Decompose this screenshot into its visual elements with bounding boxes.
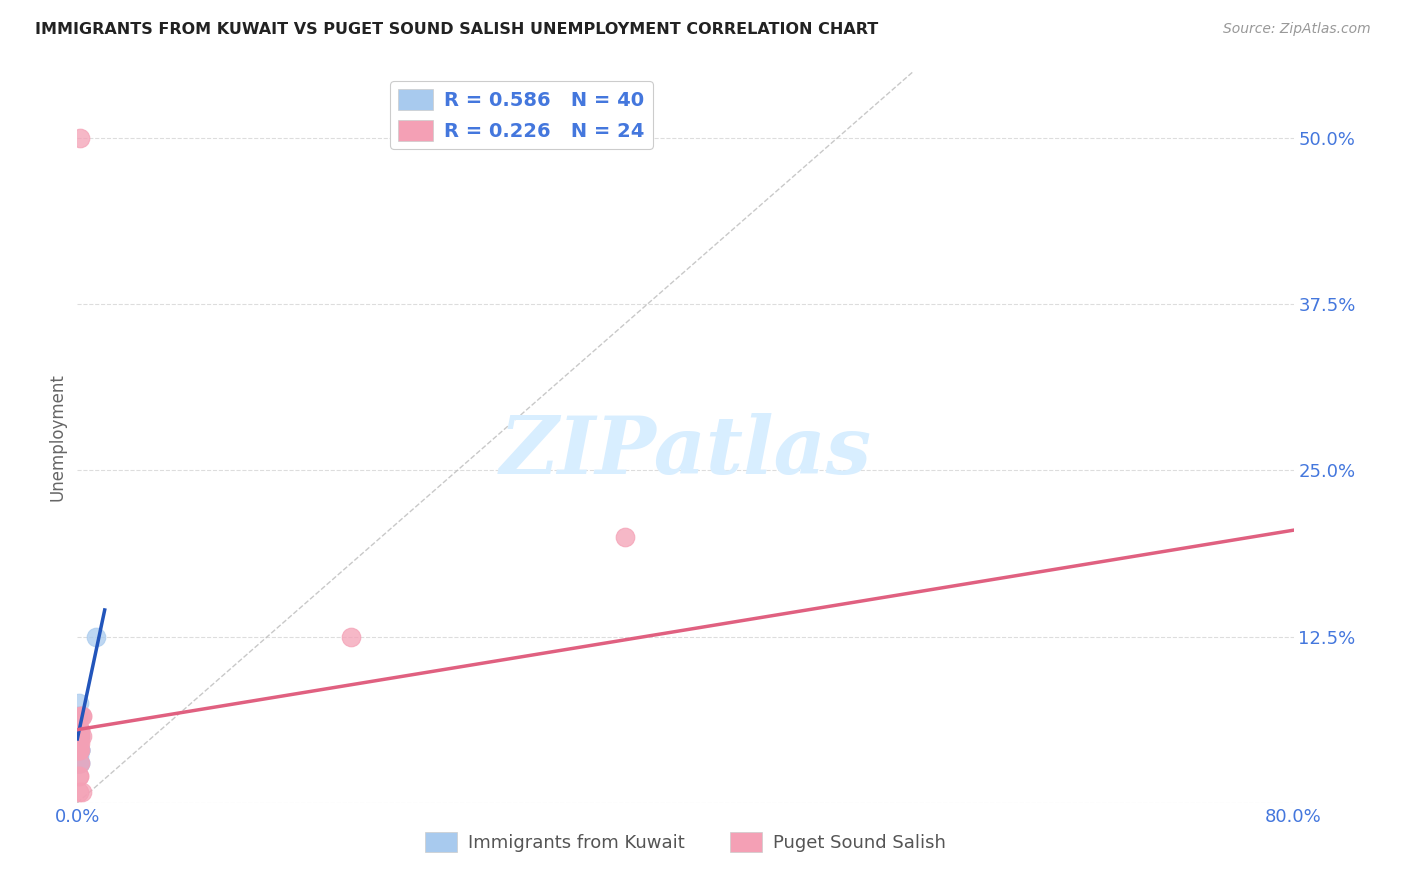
Point (67, 729, 90, 743)
Point (69, 729, 91, 743)
Point (67, 756, 90, 770)
Point (67, 769, 90, 783)
Point (67, 742, 90, 756)
Point (67, 769, 90, 783)
Point (67, 729, 90, 743)
Point (67, 742, 90, 756)
Point (84, 630, 107, 644)
Point (69, 742, 91, 756)
Point (69, 729, 91, 743)
Point (67, 756, 90, 770)
Point (69, 736, 91, 750)
Point (67, 716, 90, 731)
Point (67, 742, 90, 756)
Point (69, 131, 91, 145)
Point (613, 530, 636, 544)
Point (67, 723, 90, 737)
Point (69, 756, 91, 770)
Point (67, 709, 90, 723)
Point (67, 756, 90, 770)
Point (67, 736, 90, 750)
Point (340, 630, 363, 644)
Point (70, 785, 93, 799)
Point (69, 723, 91, 737)
Point (67, 742, 90, 756)
Point (69, 723, 91, 737)
Point (69, 742, 91, 756)
Point (67, 736, 90, 750)
Point (67, 742, 90, 756)
Point (67, 729, 90, 743)
Point (69, 742, 91, 756)
Point (67, 742, 90, 756)
Point (67, 723, 90, 737)
Point (67, 742, 90, 756)
Text: IMMIGRANTS FROM KUWAIT VS PUGET SOUND SALISH UNEMPLOYMENT CORRELATION CHART: IMMIGRANTS FROM KUWAIT VS PUGET SOUND SA… (35, 22, 879, 37)
Point (69, 742, 91, 756)
Point (70, 709, 93, 723)
Point (69, 756, 91, 770)
Point (67, 709, 90, 723)
Text: Source: ZipAtlas.com: Source: ZipAtlas.com (1223, 22, 1371, 37)
Point (67, 729, 90, 743)
Point (67, 756, 90, 770)
Point (67, 736, 90, 750)
Point (67, 729, 90, 743)
Point (67, 696, 90, 710)
Point (67, 729, 90, 743)
Point (67, 742, 90, 756)
Point (70, 729, 93, 743)
Point (67, 749, 90, 764)
Point (69, 709, 91, 723)
Point (67, 756, 90, 770)
Point (67, 742, 90, 756)
Text: ZIPatlas: ZIPatlas (499, 413, 872, 491)
Legend: Immigrants from Kuwait, Puget Sound Salish: Immigrants from Kuwait, Puget Sound Sali… (418, 825, 953, 860)
Point (67, 756, 90, 770)
Point (67, 756, 90, 770)
Point (67, 756, 90, 770)
Point (69, 742, 91, 756)
Y-axis label: Unemployment: Unemployment (48, 373, 66, 501)
Point (69, 756, 91, 770)
Point (67, 742, 90, 756)
Point (67, 742, 90, 756)
Point (67, 742, 90, 756)
Point (67, 785, 90, 799)
Point (70, 709, 93, 723)
Point (67, 729, 90, 743)
Point (67, 742, 90, 756)
Point (67, 729, 90, 743)
